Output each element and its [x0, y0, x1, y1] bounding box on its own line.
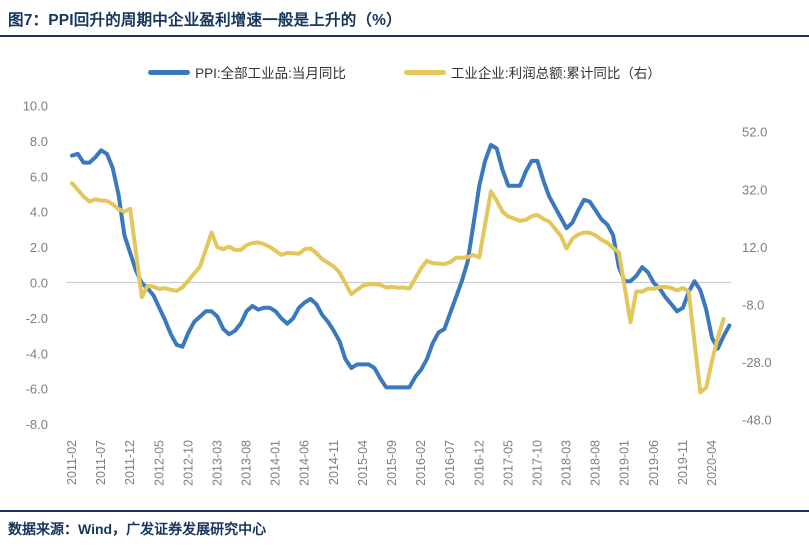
x-axis-tick-label: 2014-06	[298, 440, 312, 486]
left-axis-tick-label: -4.0	[26, 346, 48, 361]
x-axis-tick-label: 2016-07	[443, 440, 457, 486]
x-axis-tick-label: 2011-12	[123, 440, 137, 485]
left-axis-tick-label: 2.0	[30, 240, 48, 255]
right-axis-tick-label: 12.0	[742, 240, 767, 255]
figure-title: 图7：PPI回升的周期中企业盈利增速一般是上升的（%）	[8, 12, 402, 29]
left-axis-tick-label: 8.0	[30, 134, 48, 149]
ppi-series-line	[70, 142, 732, 390]
profit-line-swatch-icon	[403, 69, 446, 75]
x-axis-tick-label: 2017-10	[530, 440, 544, 486]
data-source: 数据来源：Wind，广发证券发展研究中心	[8, 521, 267, 537]
x-axis-tick-label: 2019-06	[647, 440, 661, 486]
profit-series-line	[70, 181, 726, 395]
x-axis-tick-label: 2012-10	[181, 440, 195, 486]
x-axis-tick-label: 2020-04	[705, 440, 719, 486]
left-axis-tick-label: -6.0	[26, 382, 48, 397]
right-axis-tick-label: 52.0	[742, 125, 767, 140]
left-axis-tick-label: 4.0	[30, 205, 48, 220]
legend-item-profit: 工业企业:利润总额:累计同比（右）	[403, 62, 661, 82]
x-axis-tick-label: 2013-03	[210, 440, 224, 486]
title-divider	[0, 35, 809, 37]
x-axis-tick-label: 2017-05	[501, 440, 515, 486]
x-axis-tick-label: 2018-08	[589, 440, 603, 486]
x-axis-tick-label: 2016-02	[414, 440, 428, 486]
x-axis-tick-label: 2015-04	[356, 440, 370, 486]
x-axis-tick-label: 2014-11	[327, 440, 341, 485]
footer-divider	[0, 510, 809, 512]
x-axis-tick-label: 2011-02	[65, 440, 79, 485]
x-axis-tick-label: 2019-01	[618, 440, 632, 486]
x-axis-tick-label: 2013-08	[240, 440, 254, 486]
right-axis-tick-label: -8.0	[742, 298, 764, 313]
right-axis-tick-label: 32.0	[742, 182, 767, 197]
ppi-line-swatch-icon	[148, 69, 191, 75]
left-axis-tick-label: -8.0	[26, 417, 48, 432]
left-axis-tick-label: -2.0	[26, 311, 48, 326]
x-axis-tick-label: 2016-12	[472, 440, 486, 486]
x-axis-tick-label: 2011-07	[94, 440, 108, 485]
x-axis-tick-label: 2018-03	[560, 440, 574, 486]
x-axis-tick-label: 2014-01	[269, 440, 283, 486]
right-axis-tick-label: -28.0	[742, 355, 772, 370]
legend-item-ppi: PPI:全部工业品:当月同比	[148, 62, 346, 82]
chart-legend: PPI:全部工业品:当月同比 工业企业:利润总额:累计同比（右）	[0, 62, 809, 82]
left-axis-tick-label: 10.0	[23, 99, 48, 114]
x-axis-tick-label: 2012-05	[152, 440, 166, 486]
legend-label-ppi: PPI:全部工业品:当月同比	[195, 66, 346, 81]
left-axis-tick-label: 6.0	[30, 169, 48, 184]
left-axis-tick-label: 0.0	[30, 276, 48, 291]
x-axis-tick-label: 2015-09	[385, 440, 399, 486]
legend-label-profit: 工业企业:利润总额:累计同比（右）	[450, 66, 661, 81]
x-axis-tick-label: 2019-11	[676, 440, 690, 485]
right-axis-tick-label: -48.0	[742, 413, 772, 428]
